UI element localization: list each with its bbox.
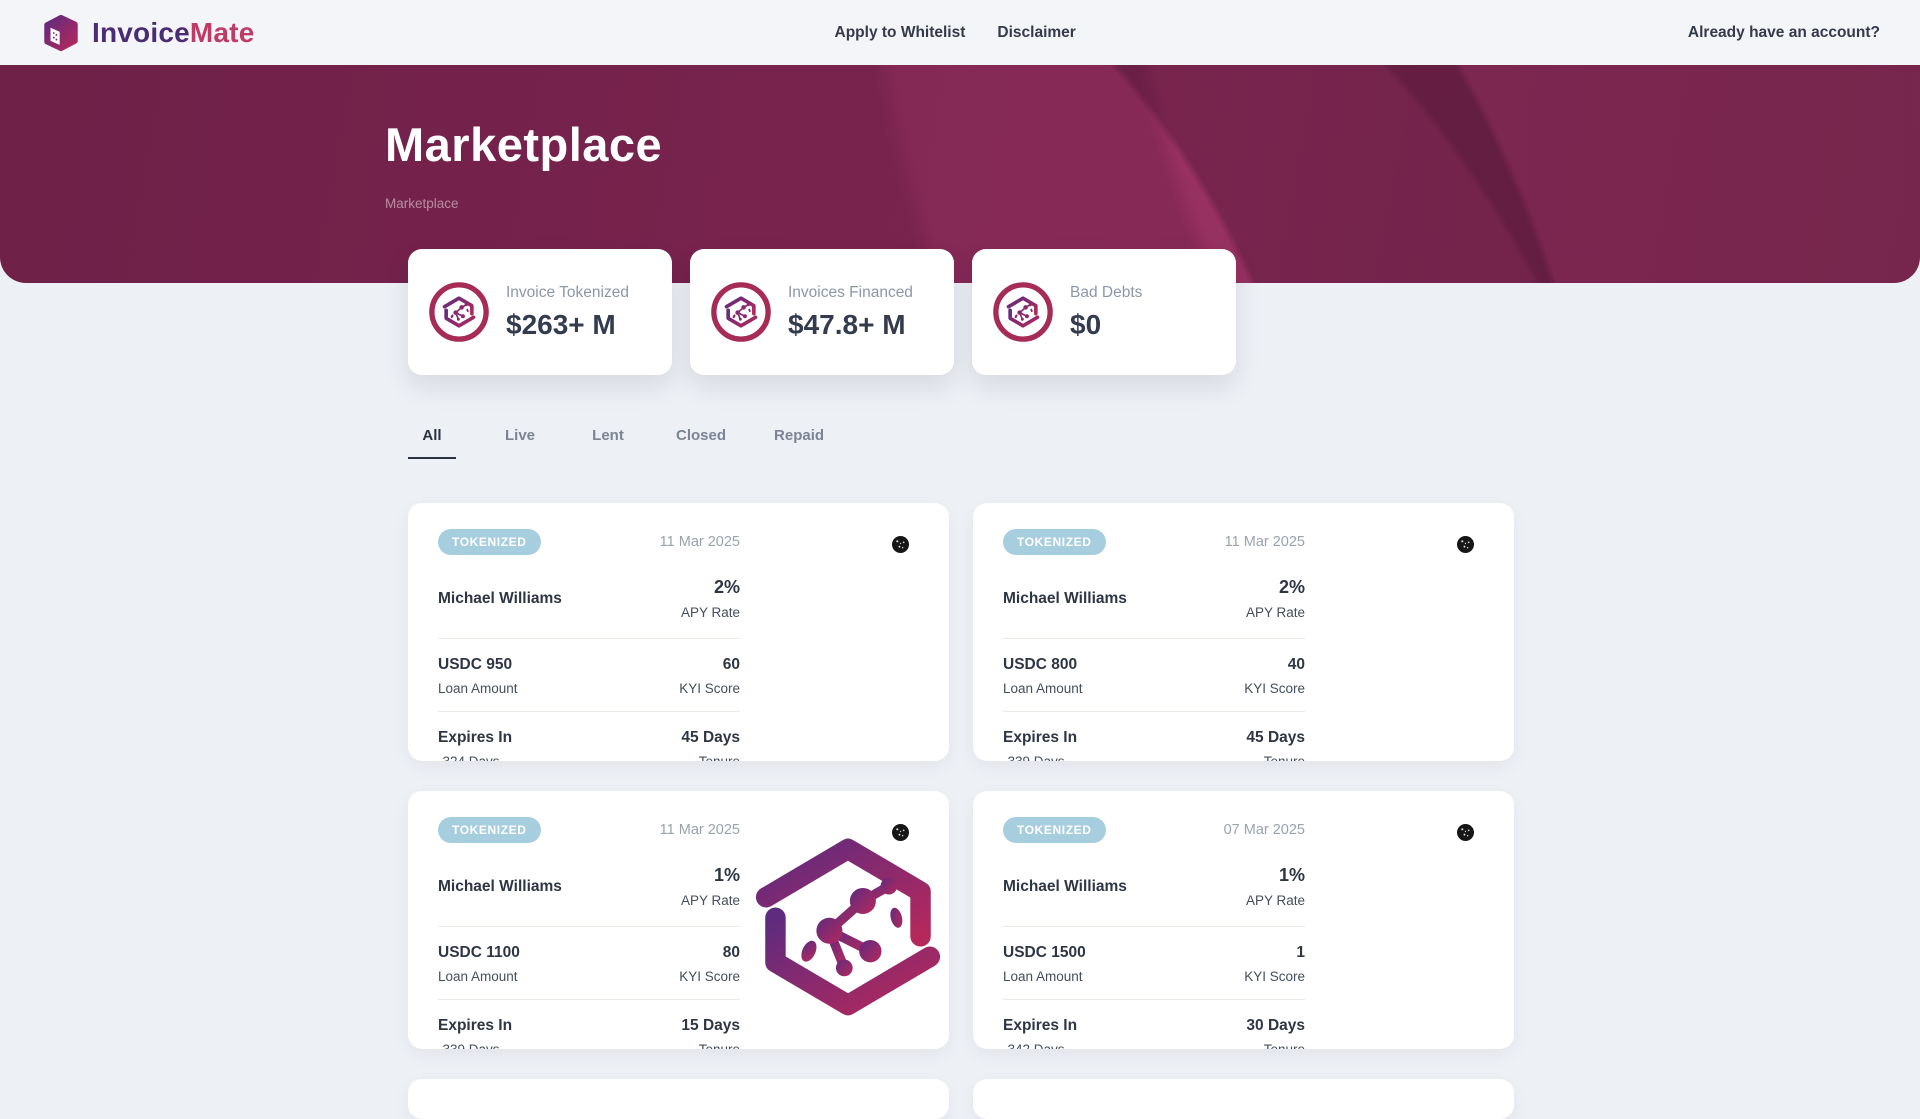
hexagon-molecule-icon bbox=[429, 282, 489, 342]
kyi-score-label: KYI Score bbox=[1244, 969, 1305, 984]
status-badge: TOKENIZED bbox=[1003, 529, 1106, 555]
tab-live[interactable]: Live bbox=[504, 427, 535, 444]
kyi-score-value: 80 bbox=[722, 944, 740, 961]
invoice-card[interactable]: TOKENIZED 07 Mar 2025 Michael Williams 1… bbox=[973, 791, 1514, 1049]
expires-label: Expires In bbox=[1003, 1017, 1078, 1034]
apy-value: 2% bbox=[713, 577, 740, 597]
main-nav: Apply to Whitelist Disclaimer bbox=[835, 24, 1076, 42]
hexagon-molecule-icon bbox=[711, 282, 771, 342]
stats-row: Invoice Tokenized $263+ M Invoices Finan… bbox=[408, 249, 1920, 375]
expires-label: Expires In bbox=[438, 729, 513, 746]
expires-label: Expires In bbox=[438, 1017, 513, 1034]
filter-tabs: All Live Lent Closed Repaid bbox=[408, 427, 1920, 459]
borrower-name: Michael Williams bbox=[438, 877, 562, 895]
invoice-grid: TOKENIZED 11 Mar 2025 Michael Williams 2… bbox=[408, 503, 1514, 1119]
invoice-date: 11 Mar 2025 bbox=[659, 822, 740, 838]
invoicemate-logo[interactable]: InvoiceMate bbox=[40, 12, 254, 54]
breadcrumb: Marketplace bbox=[385, 196, 459, 211]
borrower-name: Michael Williams bbox=[438, 589, 562, 607]
tab-closed[interactable]: Closed bbox=[676, 427, 727, 444]
status-badge: TOKENIZED bbox=[438, 817, 541, 843]
stat-value: $47.8+ M bbox=[788, 308, 906, 340]
tab-all[interactable]: All bbox=[408, 427, 456, 459]
expires-value: -324 Days bbox=[438, 754, 512, 761]
tenure-label: Tenure bbox=[681, 1042, 740, 1049]
top-bar: InvoiceMate Apply to Whitelist Disclaime… bbox=[0, 0, 1920, 65]
invoice-card[interactable]: TOKENIZED 11 Mar 2025 Michael Williams 2… bbox=[408, 503, 949, 761]
loan-amount-value: USDC 1100 bbox=[438, 944, 520, 961]
stat-bad-debts: Bad Debts $0 bbox=[972, 249, 1236, 375]
hexagon-molecule-icon bbox=[993, 282, 1053, 342]
nav-apply-to-whitelist[interactable]: Apply to Whitelist bbox=[834, 23, 966, 41]
kyi-score-value: 1 bbox=[1296, 944, 1305, 961]
expires-value: -339 Days bbox=[1003, 754, 1077, 761]
invoice-card[interactable]: TOKENIZED 11 Mar 2025 Michael Williams 1… bbox=[408, 791, 949, 1049]
apy-value: 1% bbox=[1278, 865, 1305, 885]
loan-amount-label: Loan Amount bbox=[1003, 969, 1083, 984]
tenure-label: Tenure bbox=[1246, 754, 1305, 761]
expires-label: Expires In bbox=[1003, 729, 1078, 746]
loan-amount-value: USDC 800 bbox=[1003, 656, 1078, 673]
nav-disclaimer[interactable]: Disclaimer bbox=[997, 23, 1076, 41]
stat-label: Invoices Financed bbox=[788, 283, 913, 301]
wallet-identicon-avatar bbox=[892, 536, 909, 553]
borrower-name: Michael Williams bbox=[1003, 877, 1127, 895]
wallet-identicon-avatar bbox=[892, 824, 909, 841]
invoice-date: 07 Mar 2025 bbox=[1223, 822, 1305, 838]
tenure-value: 30 Days bbox=[1246, 1017, 1305, 1034]
expires-value: -342 Days bbox=[1003, 1042, 1077, 1049]
page-title: Marketplace bbox=[385, 118, 663, 171]
kyi-score-label: KYI Score bbox=[679, 969, 740, 984]
expires-value: -339 Days bbox=[438, 1042, 512, 1049]
invoice-date: 11 Mar 2025 bbox=[659, 534, 740, 550]
already-have-account-link[interactable]: Already have an account? bbox=[1687, 23, 1880, 41]
tenure-value: 45 Days bbox=[1246, 729, 1305, 746]
invoice-card[interactable]: TOKENIZED 11 Mar 2025 Michael Williams 2… bbox=[973, 503, 1514, 761]
invoice-card-partial[interactable] bbox=[408, 1079, 949, 1119]
stat-invoice-tokenized: Invoice Tokenized $263+ M bbox=[408, 249, 672, 375]
kyi-score-label: KYI Score bbox=[679, 681, 740, 696]
invoicemate-cube-icon bbox=[44, 14, 78, 51]
tenure-value: 15 Days bbox=[681, 1017, 740, 1034]
loan-amount-label: Loan Amount bbox=[438, 969, 518, 984]
invoice-date: 11 Mar 2025 bbox=[1224, 534, 1305, 550]
wallet-identicon-avatar bbox=[1457, 536, 1474, 553]
apy-value: 1% bbox=[713, 865, 740, 885]
tenure-label: Tenure bbox=[1246, 1042, 1305, 1049]
tab-lent[interactable]: Lent bbox=[592, 427, 624, 444]
stat-label: Invoice Tokenized bbox=[506, 283, 629, 301]
kyi-score-label: KYI Score bbox=[1244, 681, 1305, 696]
kyi-score-value: 40 bbox=[1287, 656, 1305, 673]
hexagon-molecule-watermark bbox=[755, 821, 941, 1033]
tab-repaid[interactable]: Repaid bbox=[774, 427, 825, 444]
apy-label: APY Rate bbox=[680, 605, 740, 620]
tenure-value: 45 Days bbox=[681, 729, 740, 746]
tenure-label: Tenure bbox=[681, 754, 740, 761]
loan-amount-label: Loan Amount bbox=[438, 681, 518, 696]
invoice-card-partial[interactable] bbox=[973, 1079, 1514, 1119]
wallet-identicon-avatar bbox=[1457, 824, 1474, 841]
stat-label: Bad Debts bbox=[1070, 283, 1143, 301]
loan-amount-value: USDC 950 bbox=[438, 656, 513, 673]
apy-label: APY Rate bbox=[1245, 893, 1305, 908]
stat-value: $263+ M bbox=[506, 308, 616, 340]
apy-label: APY Rate bbox=[1245, 605, 1305, 620]
loan-amount-label: Loan Amount bbox=[1003, 681, 1083, 696]
kyi-score-value: 60 bbox=[722, 656, 740, 673]
status-badge: TOKENIZED bbox=[1003, 817, 1106, 843]
apy-value: 2% bbox=[1278, 577, 1305, 597]
stat-invoices-financed: Invoices Financed $47.8+ M bbox=[690, 249, 954, 375]
borrower-name: Michael Williams bbox=[1003, 589, 1127, 607]
brand-name: InvoiceMate bbox=[92, 16, 255, 48]
status-badge: TOKENIZED bbox=[438, 529, 541, 555]
apy-label: APY Rate bbox=[680, 893, 740, 908]
loan-amount-value: USDC 1500 bbox=[1003, 944, 1086, 961]
stat-value: $0 bbox=[1070, 308, 1102, 340]
